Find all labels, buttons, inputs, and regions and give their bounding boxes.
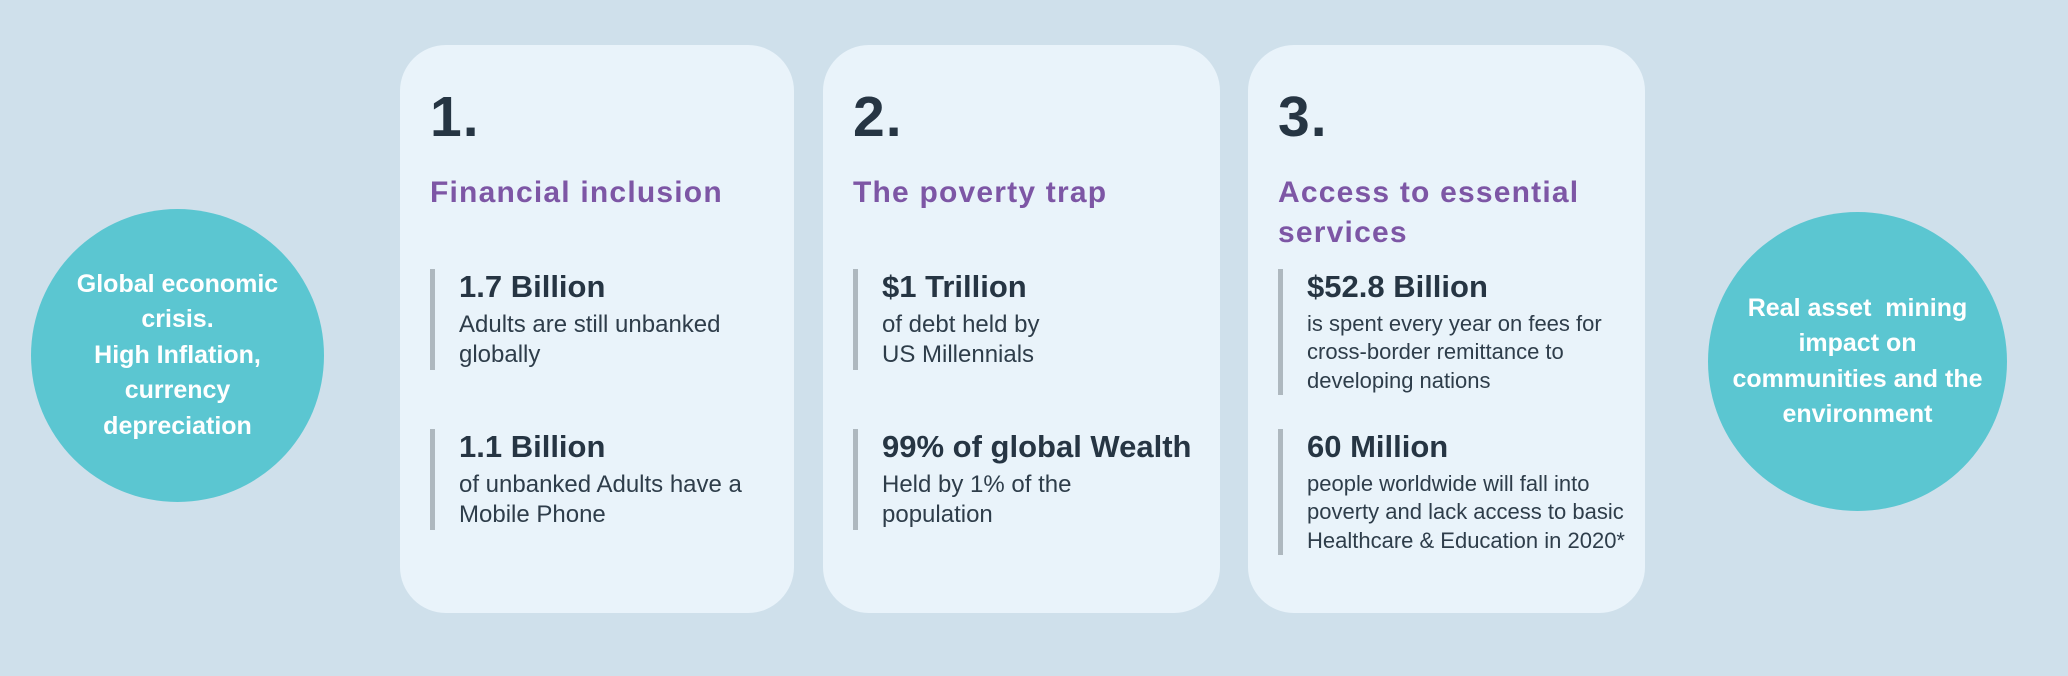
stat-block: $52.8 Billion is spent every year on fee… <box>1278 269 1625 396</box>
mining-impact-circle-text: Real asset mining impact on communities … <box>1732 293 1983 429</box>
stat-value: $1 Trillion <box>882 269 1027 304</box>
stat-description: Adults are still unbanked globally <box>459 310 721 368</box>
card-poverty-trap: 2. The poverty trap $1 Trillion of debt … <box>823 45 1220 613</box>
stat-value: 1.7 Billion <box>459 269 606 304</box>
card-number: 2. <box>853 85 903 149</box>
card-financial-inclusion: 1. Financial inclusion 1.7 Billion Adult… <box>400 45 794 613</box>
stat-value: $52.8 Billion <box>1307 269 1488 304</box>
stat-value: 60 Million <box>1307 429 1449 464</box>
card-heading: Access to essential services <box>1278 176 1580 249</box>
global-crisis-circle-text: Global economic crisis. High Inflation, … <box>76 269 279 440</box>
card-number: 1. <box>430 85 480 149</box>
stat-description: is spent every year on fees for cross-bo… <box>1307 310 1602 393</box>
stat-block: 1.1 Billion of unbanked Adults have a Mo… <box>430 429 774 531</box>
stat-value: 99% of global Wealth <box>882 429 1192 464</box>
card-number: 3. <box>1278 85 1328 149</box>
mining-impact-circle: Real asset mining impact on communities … <box>1708 212 2007 511</box>
stat-description: people worldwide will fall into poverty … <box>1307 470 1625 553</box>
card-heading: Financial inclusion <box>430 176 723 209</box>
stat-description: Held by 1% of the population <box>882 470 1072 528</box>
card-heading: The poverty trap <box>853 176 1108 209</box>
stat-block: 1.7 Billion Adults are still unbanked gl… <box>430 269 774 371</box>
stat-block: 60 Million people worldwide will fall in… <box>1278 429 1625 556</box>
stat-block: 99% of global Wealth Held by 1% of the p… <box>853 429 1200 531</box>
stat-value: 1.1 Billion <box>459 429 606 464</box>
stat-description: of debt held by US Millennials <box>882 310 1040 368</box>
global-crisis-circle: Global economic crisis. High Inflation, … <box>31 209 324 502</box>
stat-description: of unbanked Adults have a Mobile Phone <box>459 470 742 528</box>
card-access-essential-services: 3. Access to essential services $52.8 Bi… <box>1248 45 1645 613</box>
stat-block: $1 Trillion of debt held by US Millennia… <box>853 269 1200 371</box>
